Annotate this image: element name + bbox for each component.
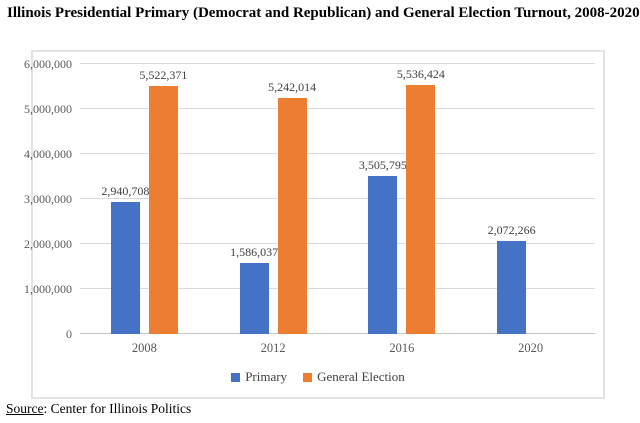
y-tick-label: 5,000,000 [24, 102, 72, 116]
source-text: : Center for Illinois Politics [43, 401, 192, 416]
x-tick-label-2020: 2020 [518, 341, 544, 355]
x-tick-label-2016: 2016 [389, 341, 415, 355]
gridline [80, 108, 595, 109]
legend: Primary General Election [33, 369, 603, 385]
gridline [80, 153, 595, 154]
data-label-primary-2012: 1,586,037 [230, 244, 279, 259]
source-label: Source [6, 401, 44, 416]
y-tick-label: 4,000,000 [24, 147, 72, 162]
bar-pair: 3,505,795 5,536,424 [338, 67, 467, 334]
data-label-primary-2008: 2,940,708 [101, 183, 150, 198]
legend-label: General Election [317, 369, 405, 384]
bar-general-election-2016: 5,536,424 [397, 67, 445, 334]
bar-pair: 1,586,037 5,242,014 [209, 80, 338, 334]
data-label-general-election-2012: 5,242,014 [268, 80, 317, 95]
data-label-primary-2016: 3,505,795 [358, 158, 407, 173]
x-tick-label-2008: 2008 [131, 341, 157, 355]
chart-title: Illinois Presidential Primary (Democrat … [7, 5, 640, 21]
y-tick-label: 2,000,000 [24, 237, 72, 252]
y-tick-label: 6,000,000 [24, 57, 72, 71]
bar-primary-2012: 1,586,037 [230, 245, 278, 334]
legend-label: Primary [245, 369, 288, 384]
bar-general-election-2008: 5,522,371 [139, 68, 187, 334]
bar-general-election-2012: 5,242,014 [268, 80, 316, 334]
category-group-2016: 3,505,795 5,536,424 2016 [338, 64, 467, 355]
data-label-general-election-2008: 5,522,371 [139, 67, 188, 82]
category-group-2008: 2,940,708 5,522,371 2008 [80, 64, 209, 356]
bar-pair: 2,072,266 [466, 223, 595, 334]
bar-primary-2016: 3,505,795 [359, 158, 407, 334]
y-tick-label: 0 [66, 327, 72, 341]
data-label-primary-2020: 2,072,266 [487, 222, 536, 237]
category-group-2020: 2,072,266 2020 [466, 64, 595, 355]
legend-item-general-election: General Election [303, 369, 405, 385]
chart: 0 1,000,000 2,000,000 3,000,000 4,000,000 5,0… [24, 50, 605, 399]
legend-item-primary: Primary [231, 369, 287, 385]
legend-swatch-icon [303, 372, 313, 382]
category-group-2012: 1,586,037 5,242,014 2012 [209, 64, 338, 355]
gridline [80, 63, 595, 64]
gridline [80, 198, 595, 199]
y-tick-label: 3,000,000 [24, 192, 72, 206]
x-tick-label-2012: 2012 [260, 341, 286, 355]
source-line: Source: Center for Illinois Politics [6, 401, 191, 417]
y-tick-label: 1,000,000 [24, 282, 72, 297]
bar-pair: 2,940,708 5,522,371 [80, 68, 209, 334]
bar-primary-2020: 2,072,266 [488, 223, 536, 334]
plot-area: 0 1,000,000 2,000,000 3,000,000 4,000,000 5,0… [24, 57, 595, 356]
gridline [80, 288, 595, 289]
gridline [80, 243, 595, 244]
bar-primary-2008: 2,940,708 [101, 184, 149, 334]
x-axis-line [80, 333, 595, 334]
data-label-general-election-2016: 5,536,424 [396, 66, 445, 81]
legend-swatch-icon [231, 372, 241, 382]
